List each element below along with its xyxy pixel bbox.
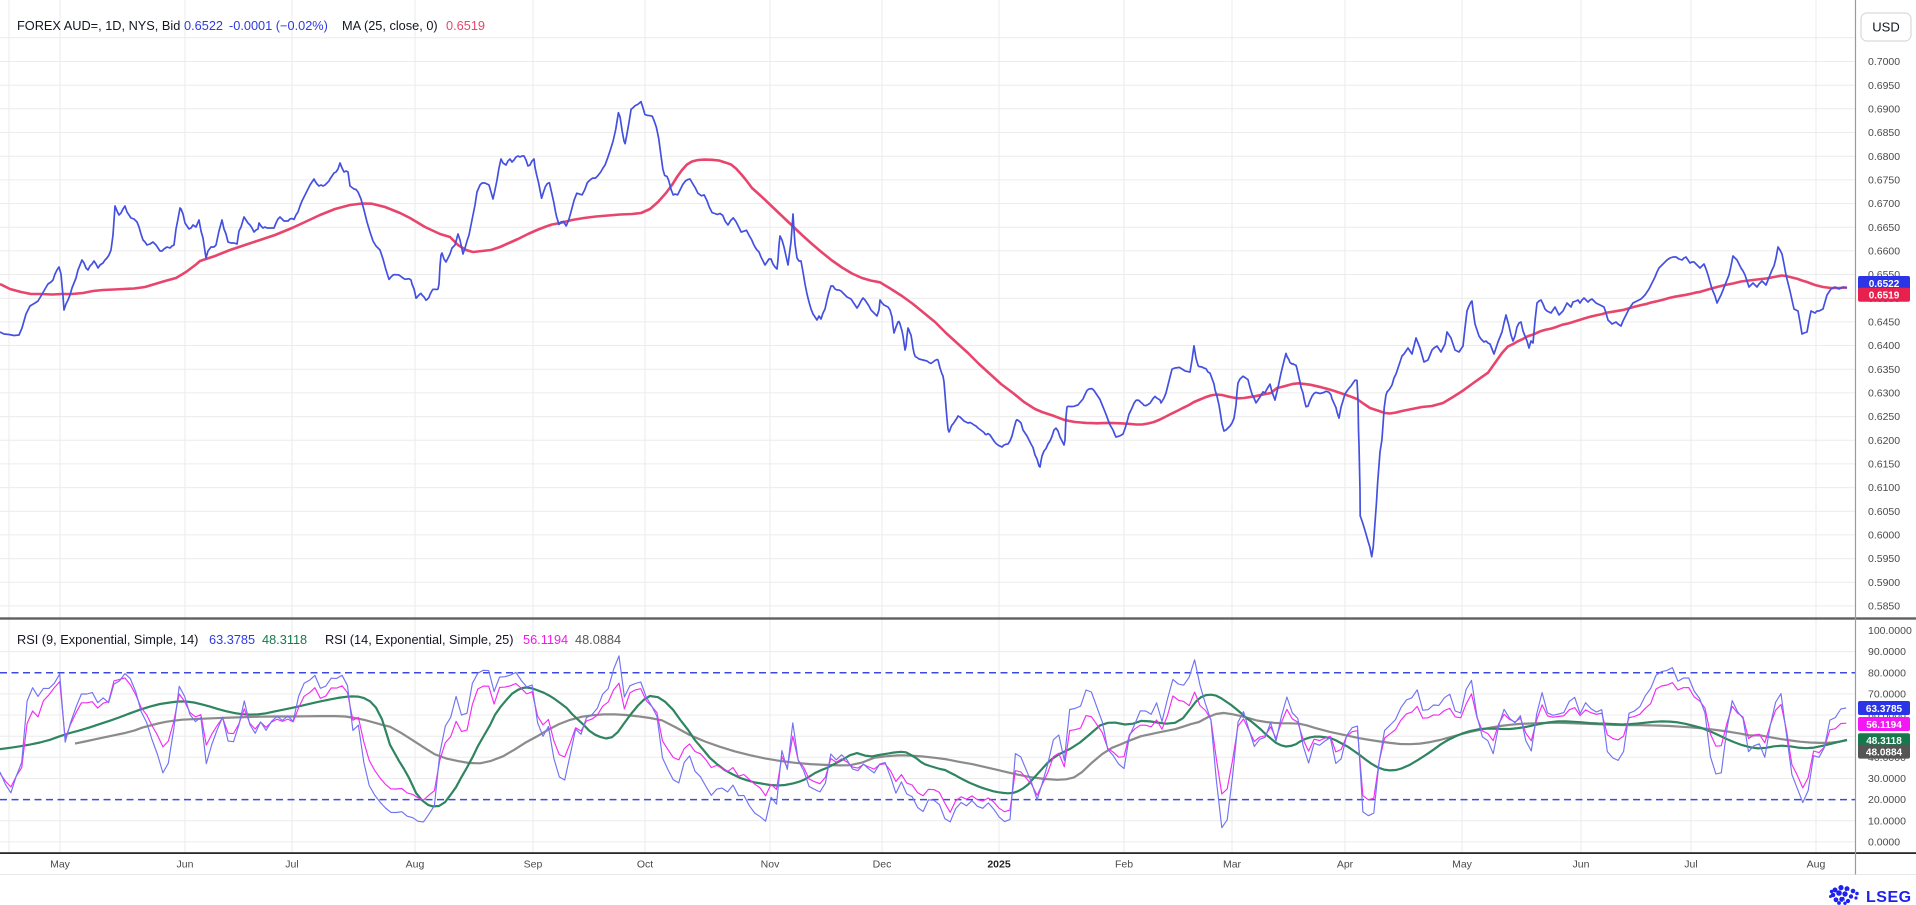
svg-text:Mar: Mar [1223, 859, 1242, 871]
svg-text:RSI (14, Exponential, Simple,: RSI (14, Exponential, Simple, 25) [325, 632, 514, 647]
svg-text:48.0884: 48.0884 [575, 632, 621, 647]
svg-text:0.6050: 0.6050 [1868, 506, 1900, 518]
svg-text:56.1194: 56.1194 [523, 632, 568, 647]
svg-text:Sep: Sep [524, 859, 543, 871]
svg-text:0.6300: 0.6300 [1868, 388, 1900, 400]
svg-text:May: May [50, 859, 71, 871]
svg-text:Oct: Oct [637, 859, 653, 871]
svg-text:Jul: Jul [285, 859, 298, 871]
svg-text:0.7000: 0.7000 [1868, 56, 1900, 68]
svg-text:Feb: Feb [1115, 859, 1133, 871]
svg-text:48.0884: 48.0884 [1866, 747, 1903, 758]
svg-text:56.1194: 56.1194 [1866, 720, 1902, 731]
svg-text:20.0000: 20.0000 [1868, 794, 1906, 806]
svg-text:10.0000: 10.0000 [1868, 815, 1906, 827]
svg-text:Dec: Dec [873, 859, 892, 871]
svg-text:-0.0001 (−0.02%): -0.0001 (−0.02%) [229, 18, 328, 33]
svg-text:30.0000: 30.0000 [1868, 773, 1906, 785]
svg-text:Jun: Jun [1573, 859, 1590, 871]
svg-text:0.6750: 0.6750 [1868, 175, 1900, 187]
svg-text:0.6150: 0.6150 [1868, 459, 1900, 471]
svg-text:0.6950: 0.6950 [1868, 80, 1900, 92]
svg-text:48.3118: 48.3118 [1866, 736, 1902, 747]
svg-text:0.6450: 0.6450 [1868, 317, 1900, 329]
svg-text:FOREX AUD=, 1D, NYS, Bid: FOREX AUD=, 1D, NYS, Bid [17, 18, 180, 33]
svg-text:USD: USD [1872, 20, 1899, 35]
svg-text:2025: 2025 [987, 859, 1011, 871]
svg-text:0.5900: 0.5900 [1868, 577, 1900, 589]
svg-text:0.6850: 0.6850 [1868, 127, 1900, 139]
svg-text:80.0000: 80.0000 [1868, 667, 1906, 679]
svg-text:LSEG: LSEG [1866, 889, 1912, 905]
svg-text:63.3785: 63.3785 [1866, 704, 1903, 715]
svg-text:0.6522: 0.6522 [1869, 279, 1900, 290]
svg-text:0.6519: 0.6519 [446, 18, 485, 33]
svg-text:0.5950: 0.5950 [1868, 553, 1900, 565]
svg-text:0.6700: 0.6700 [1868, 198, 1900, 210]
svg-text:100.0000: 100.0000 [1868, 625, 1912, 637]
svg-text:MA (25, close, 0): MA (25, close, 0) [342, 18, 438, 33]
svg-text:0.6522: 0.6522 [184, 18, 223, 33]
svg-text:Jul: Jul [1684, 859, 1697, 871]
svg-text:May: May [1452, 859, 1473, 871]
svg-text:0.6519: 0.6519 [1869, 291, 1900, 302]
svg-text:90.0000: 90.0000 [1868, 646, 1906, 658]
svg-text:0.6200: 0.6200 [1868, 435, 1900, 447]
svg-text:RSI (9, Exponential, Simple, 1: RSI (9, Exponential, Simple, 14) [17, 632, 198, 647]
svg-text:Aug: Aug [406, 859, 425, 871]
svg-text:Nov: Nov [761, 859, 780, 871]
svg-text:0.6000: 0.6000 [1868, 530, 1900, 542]
svg-text:0.6100: 0.6100 [1868, 482, 1900, 494]
svg-text:70.0000: 70.0000 [1868, 689, 1906, 701]
svg-text:63.3785: 63.3785 [209, 632, 255, 647]
svg-text:Apr: Apr [1337, 859, 1354, 871]
svg-text:0.6400: 0.6400 [1868, 340, 1900, 352]
svg-text:Jun: Jun [177, 859, 194, 871]
svg-text:0.0000: 0.0000 [1868, 837, 1900, 849]
svg-text:Aug: Aug [1807, 859, 1826, 871]
svg-text:0.5850: 0.5850 [1868, 601, 1900, 613]
svg-text:0.6800: 0.6800 [1868, 151, 1900, 163]
svg-text:0.6350: 0.6350 [1868, 364, 1900, 376]
svg-text:0.6600: 0.6600 [1868, 246, 1900, 258]
svg-text:48.3118: 48.3118 [262, 632, 307, 647]
svg-text:0.6900: 0.6900 [1868, 103, 1900, 115]
svg-text:0.6250: 0.6250 [1868, 411, 1900, 423]
svg-text:0.6650: 0.6650 [1868, 222, 1900, 234]
